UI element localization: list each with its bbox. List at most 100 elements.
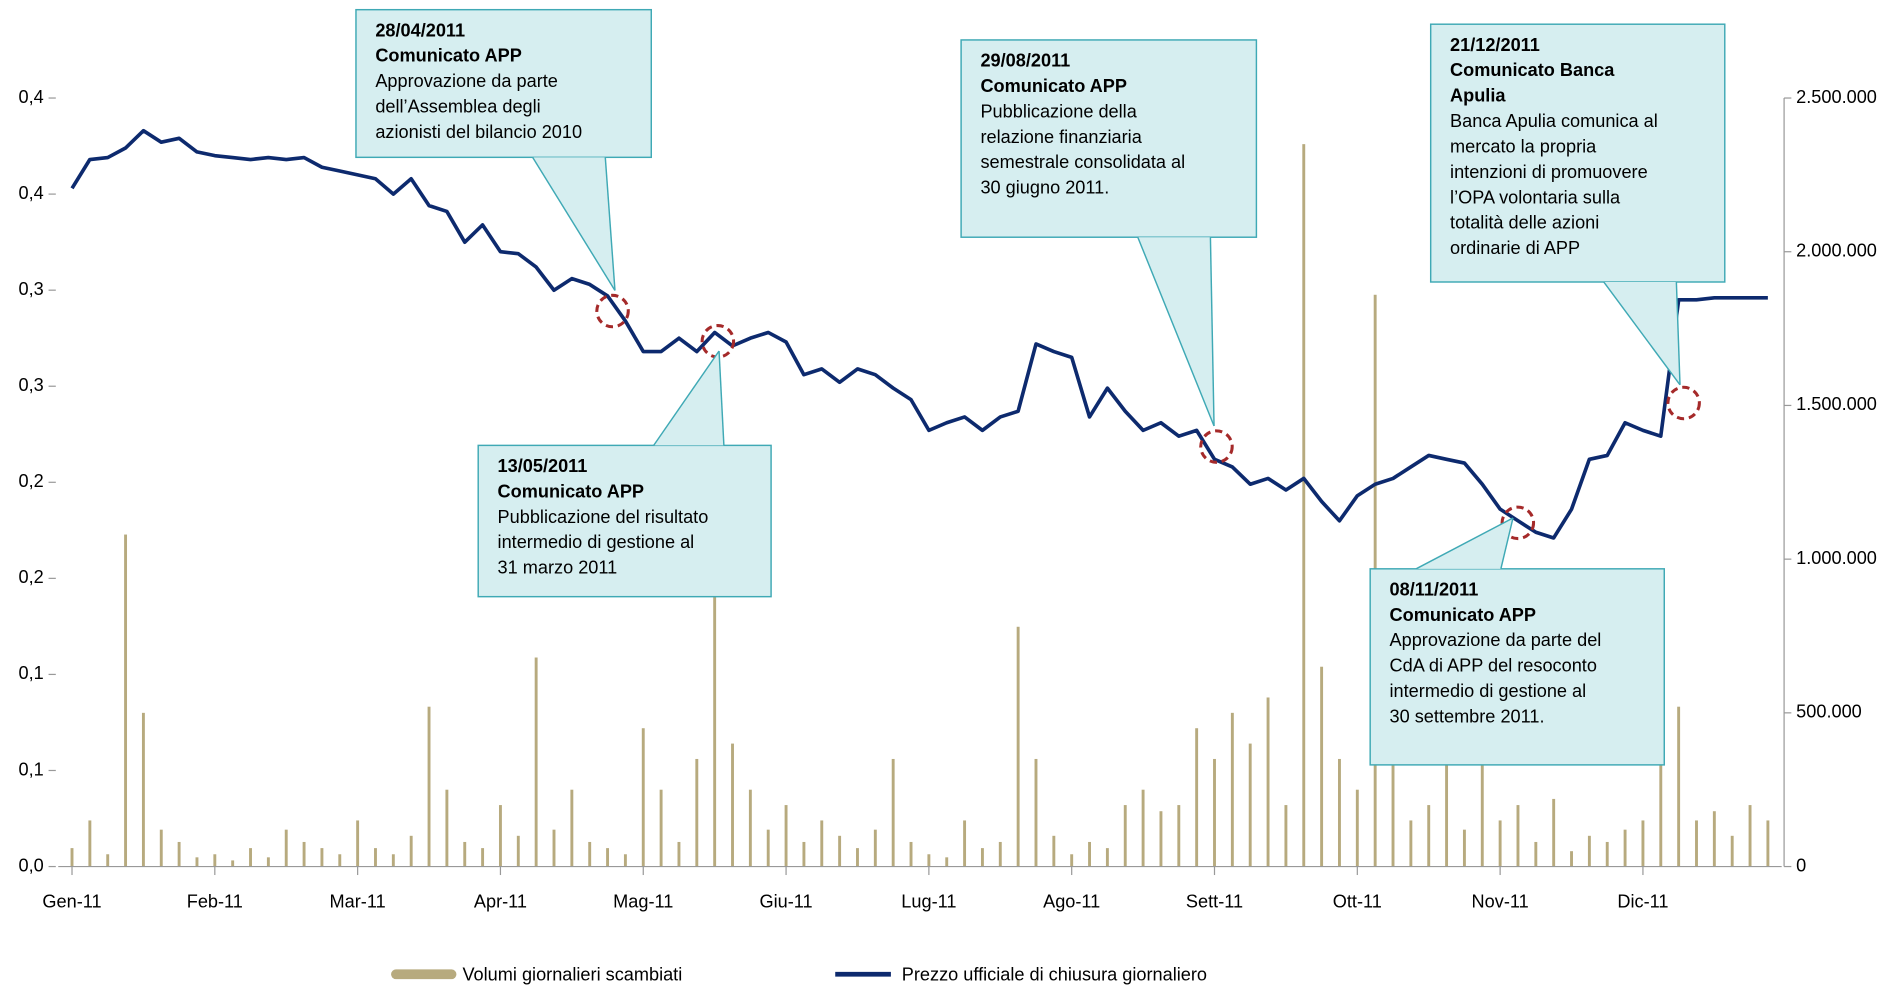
y-tick-label: 0,1 [19, 663, 44, 683]
volume-bar [409, 835, 413, 867]
volume-bar [534, 657, 538, 867]
callout-title: Comunicato APP [1390, 605, 1536, 625]
volume-bar [1088, 841, 1091, 867]
callout-edge [653, 350, 720, 446]
callout-box [355, 8, 652, 159]
y2-tick-label: 1.500.000 [1796, 394, 1877, 414]
volume-bar [284, 829, 288, 867]
volume-bar [1498, 820, 1502, 867]
x-tick-label: Mar-11 [330, 892, 386, 912]
volume-bar [356, 820, 360, 867]
volume-bar [338, 854, 342, 867]
callout-box [477, 444, 772, 598]
volume-bar [498, 805, 502, 867]
volume-bar [106, 854, 110, 867]
callout-text: Approvazione da parte del [1390, 630, 1602, 650]
callout-edge [1603, 281, 1681, 386]
volume-bar [213, 854, 217, 867]
callout-edge [1209, 237, 1215, 427]
volume-bar [695, 758, 699, 867]
y-tick-label: 0,3 [19, 279, 44, 299]
callout-text: ordinarie di APP [1450, 238, 1580, 258]
volume-bar [713, 426, 717, 867]
volume-bar [820, 820, 824, 867]
volume-bar [1445, 758, 1449, 867]
legend-label: Volumi giornalieri scambiati [462, 964, 682, 984]
y-tick-label: 0,3 [19, 375, 44, 395]
callout-edge [1137, 236, 1215, 427]
volume-bar [1623, 829, 1627, 867]
volume-bar [463, 841, 467, 867]
volume-bar [606, 848, 610, 867]
y-tick-label: 0,1 [19, 759, 44, 779]
x-tick-label: Apr-11 [474, 892, 527, 912]
volume-bar [1320, 666, 1324, 867]
callout-text: semestrale consolidata al [980, 152, 1185, 172]
x-tick-label: Gen-11 [42, 892, 101, 912]
volume-bar [1516, 805, 1520, 867]
volume-bar [445, 789, 449, 867]
volume-bar [1427, 805, 1431, 867]
x-tick-label: Ott-11 [1333, 892, 1382, 912]
volume-bar [1462, 829, 1466, 867]
volume-bar [1534, 841, 1538, 867]
x-tick-label: Feb-11 [187, 892, 243, 912]
x-tick-label: Mag-11 [613, 892, 673, 912]
callout-text: 30 giugno 2011. [980, 178, 1109, 198]
highlight-circle [1199, 429, 1234, 464]
volume-bar [70, 848, 74, 867]
volume-bar [1766, 820, 1770, 867]
volume-bar [641, 728, 645, 867]
x-tick-label: Dic-11 [1617, 892, 1668, 912]
volume-bar [552, 829, 556, 867]
callout-text: azionisti del bilancio 2010 [375, 122, 582, 142]
callout-date: 29/08/2011 [980, 51, 1070, 71]
callout-text: Approvazione da parte [375, 71, 558, 91]
callout-text: mercato la propria [1450, 136, 1597, 156]
callout-edge [718, 350, 725, 446]
volume-bar [481, 848, 485, 867]
volume-bar [1141, 789, 1145, 867]
volume-bar [963, 820, 967, 867]
volume-bar [748, 789, 752, 867]
volume-bar [1641, 820, 1645, 867]
volume-bar [1302, 144, 1306, 867]
callout-box [1369, 568, 1665, 766]
volume-bar [266, 857, 270, 867]
callout-box [960, 39, 1258, 238]
volume-bar [838, 835, 842, 867]
callout-text: relazione finanziaria [980, 127, 1142, 147]
volume-bar [623, 854, 627, 867]
callout-text: intenzioni di promuovere [1450, 162, 1648, 182]
volume-bar [1712, 811, 1716, 867]
volume-bar [1159, 811, 1163, 867]
callout-date: 21/12/2011 [1450, 35, 1540, 55]
volume-bar [731, 743, 734, 867]
legend-label: Prezzo ufficiale di chiusura giornaliero [902, 964, 1207, 984]
volume-bar [195, 857, 199, 867]
y2-tick-label: 1.000.000 [1796, 548, 1877, 568]
callout-edge [1415, 517, 1514, 570]
volume-bar [1213, 758, 1216, 867]
price-line [70, 128, 1768, 540]
volume-bar [1195, 728, 1199, 867]
x-tick-label: Lug-11 [901, 892, 956, 912]
volume-bar [909, 841, 913, 867]
volume-bar [873, 829, 877, 867]
callout-title: Comunicato APP [375, 46, 521, 66]
x-tick-label: Nov-11 [1472, 892, 1529, 912]
y2-tick-label: 2.500.000 [1796, 87, 1877, 107]
volume-bar [1355, 789, 1359, 867]
callout-edge [604, 157, 616, 291]
y2-tick-label: 500.000 [1796, 702, 1862, 722]
callout-text: 31 marzo 2011 [498, 558, 618, 578]
y-tick-label: 0,0 [19, 855, 44, 875]
y2-tick-label: 0 [1796, 855, 1806, 875]
volume-bar [1284, 805, 1288, 867]
y-tick-label: 0,2 [19, 471, 44, 491]
y-tick-label: 0,2 [19, 567, 44, 587]
volume-bar [1605, 841, 1609, 867]
callout-date: 08/11/2011 [1390, 579, 1479, 599]
callout-text: CdA di APP del resoconto [1390, 656, 1597, 676]
